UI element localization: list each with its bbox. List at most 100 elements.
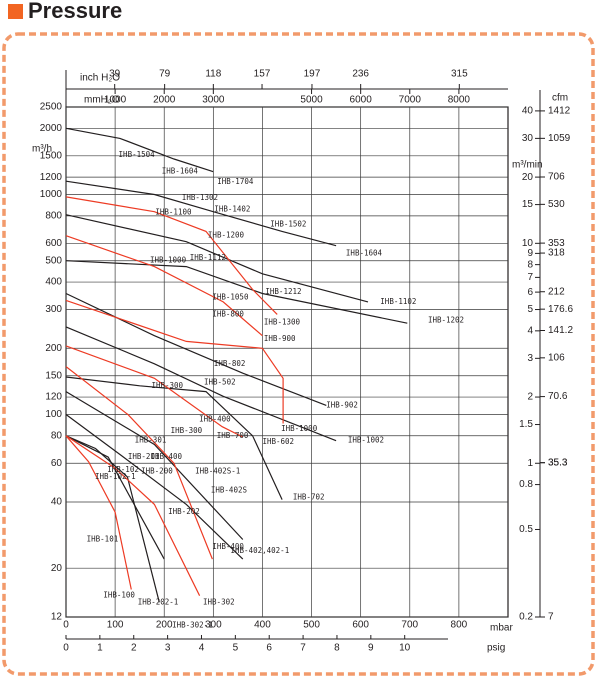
curve-label: IHB-200 [141, 467, 173, 476]
curve-label: IHB-402S [211, 486, 248, 495]
cfm-tick-label: 7 [548, 612, 554, 623]
curve-label: IHB-402,402-1 [231, 546, 290, 555]
curve-label: IHB-1000 [150, 256, 187, 265]
curve-label: IHB-1300 [264, 317, 301, 326]
y-tick-label: 300 [45, 304, 62, 315]
curve-label: IHB-1202 [428, 315, 464, 324]
inch-tick-label: 157 [254, 69, 271, 80]
curve-label: IHB-1504 [119, 150, 156, 159]
y-tick-label: 150 [45, 370, 62, 381]
mmh2o-tick-label: 3000 [202, 95, 225, 106]
x-tick-label: 700 [401, 620, 418, 631]
psig-tick-label: 4 [199, 643, 205, 654]
curve [65, 214, 369, 303]
curve-label: IHB-1502 [270, 220, 306, 229]
curve-label: IHB-1102 [380, 297, 416, 306]
mmh2o-tick-label: 6000 [350, 95, 373, 106]
curve-label: IHB-1200 [208, 231, 245, 240]
curve-label: IHB-302 [203, 597, 235, 606]
cfm-tick-label: 706 [548, 172, 565, 183]
curve-label: IHB-802 [214, 359, 246, 368]
curve-label: IHB-902 [326, 400, 358, 409]
y-tick-label: 200 [45, 343, 62, 354]
y2-axis-label: m³/min [512, 160, 543, 171]
m3min-tick-label: 2 [527, 392, 533, 403]
mmh2o-tick-label: 8000 [448, 95, 471, 106]
curve-label: IHB-102-1 [95, 472, 136, 481]
x-tick-label: 600 [352, 620, 369, 631]
m3min-tick-label: 0.2 [519, 612, 533, 623]
y-tick-label: 120 [45, 392, 62, 403]
curve [65, 435, 160, 603]
mmh2o-tick-label: 2000 [153, 95, 176, 106]
plot-area [65, 106, 509, 618]
curve-label: IHB-300 [171, 426, 203, 435]
x-tick-label: 400 [254, 620, 271, 631]
curve [65, 196, 278, 315]
mmh2o-tick-label: 1000 [104, 95, 127, 106]
x3-axis-label: inch H₂O [80, 73, 120, 84]
psig-tick-label: 6 [266, 643, 272, 654]
curve [65, 260, 408, 324]
curve-label: IHB-502 [204, 377, 236, 386]
curve-label: IHB-800 [212, 309, 244, 318]
cfm-tick-label: 141.2 [548, 325, 573, 336]
y-tick-label: 400 [45, 277, 62, 288]
x-tick-label: 0 [63, 620, 69, 631]
m3min-tick-label: 30 [522, 133, 534, 144]
y-tick-label: 12 [51, 612, 63, 623]
curve-label: IHB-1000 [281, 424, 318, 433]
curve-label: IHB-202-1 [138, 597, 179, 606]
psig-tick-label: 2 [131, 643, 137, 654]
curve-label: IHB-101 [87, 535, 119, 544]
m3min-tick-label: 5 [527, 304, 533, 315]
x4-axis-label: psig [487, 643, 505, 654]
frame [2, 32, 595, 676]
y-tick-label: 20 [51, 563, 63, 574]
curve-label: IHB-1050 [212, 293, 249, 302]
curve-label: IHB-300 [151, 381, 183, 390]
cfm-tick-label: 1059 [548, 133, 571, 144]
curve-label: IHB-702 [293, 492, 325, 501]
curve [65, 235, 263, 337]
psig-tick-label: 9 [368, 643, 374, 654]
m3min-tick-label: 6 [527, 287, 533, 298]
cfm-tick-label: 176.6 [548, 304, 573, 315]
m3min-tick-label: 4 [527, 325, 533, 336]
m3min-tick-label: 8 [527, 259, 533, 270]
y3-axis-label: cfm [552, 93, 568, 104]
y-tick-label: 1200 [40, 172, 63, 183]
inch-tick-label: 315 [451, 69, 468, 80]
curve-label: IHB-202 [168, 507, 200, 516]
curve [65, 435, 132, 590]
curve [65, 326, 337, 442]
cfm-tick-label: 212 [548, 286, 565, 297]
x-tick-label: 300 [205, 620, 222, 631]
m3min-tick-label: 3 [527, 353, 533, 364]
curve [65, 299, 284, 424]
curve-label: IHB-1604 [346, 248, 383, 257]
psig-tick-label: 0 [63, 643, 69, 654]
m3min-tick-label: 0.8 [519, 479, 533, 490]
curve-label: IHB-1704 [217, 177, 254, 186]
m3min-tick-label: 20 [522, 172, 534, 183]
inch-tick-label: 236 [352, 69, 369, 80]
curve-label: IHB-400 [150, 452, 182, 461]
curve [65, 435, 201, 596]
curve [65, 376, 283, 500]
curve-label: IHB-700 [217, 431, 249, 440]
y-axis-label: m³/h [32, 144, 52, 155]
m3min-tick-label: 1.5 [519, 419, 533, 430]
curve-label: IHB-1112 [190, 253, 226, 262]
cfm-tick-label: 318 [548, 248, 565, 259]
cfm-tick-label: 35.3 [548, 457, 568, 468]
mmh2o-tick-label: 7000 [399, 95, 422, 106]
x-tick-label: 800 [451, 620, 468, 631]
curve [65, 391, 244, 540]
curve-label: IHB-1002 [348, 436, 384, 445]
m3min-tick-label: 10 [522, 238, 534, 249]
title-marker [8, 4, 23, 19]
inch-tick-label: 197 [304, 69, 321, 80]
cfm-tick-label: 353 [548, 238, 565, 249]
